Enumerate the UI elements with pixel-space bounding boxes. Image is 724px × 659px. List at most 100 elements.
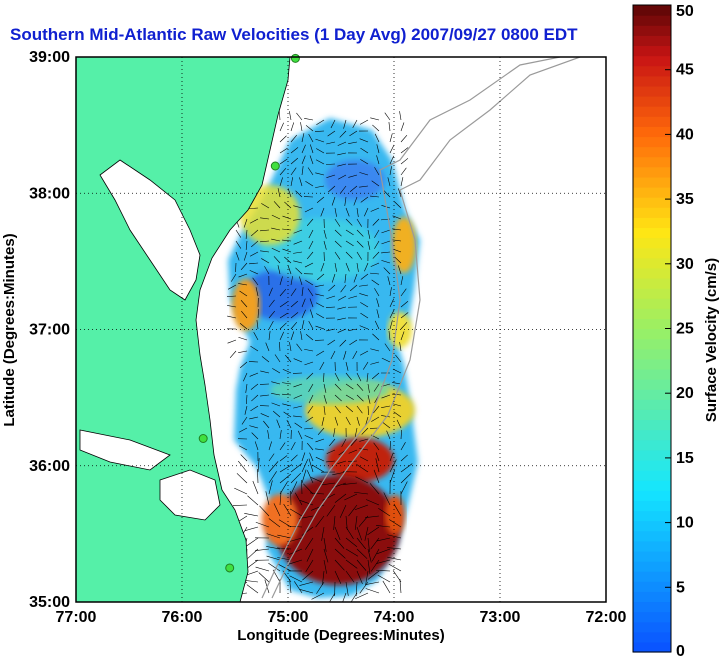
velocity-arrow: [315, 138, 325, 143]
colorbar-segment: [633, 581, 671, 592]
velocity-arrow: [279, 288, 287, 297]
velocity-arrow: [293, 358, 303, 363]
velocity-arrow: [389, 459, 397, 473]
velocity-arrow: [381, 251, 391, 254]
velocity-arrow: [327, 339, 336, 346]
velocity-arrow: [345, 581, 349, 596]
velocity-arrow: [252, 277, 259, 286]
velocity-arrow: [326, 174, 336, 178]
velocity-arrow: [345, 394, 354, 400]
velocity-arrow: [365, 499, 380, 506]
colorbar-tick-label: 50: [676, 3, 694, 20]
velocity-arrow: [239, 323, 248, 330]
plot-frame: [75, 56, 607, 603]
velocity-arrow: [315, 438, 325, 443]
velocity-arrow: [250, 383, 259, 390]
velocity-arrow: [349, 130, 358, 137]
colorbar-segment: [633, 45, 671, 57]
velocity-arrow: [227, 315, 237, 319]
colorbar-segment: [633, 591, 671, 603]
velocity-arrow: [393, 411, 402, 418]
velocity-arrow: [309, 452, 314, 462]
velocity-arrow: [241, 310, 248, 319]
velocity-arrow: [356, 526, 363, 541]
velocity-arrow: [305, 334, 314, 341]
velocity-arrow: [356, 383, 364, 391]
velocity-arrow: [246, 394, 248, 404]
velocity-arrow: [371, 548, 380, 562]
velocity-arrow: [370, 272, 380, 275]
velocity-arrow: [370, 348, 380, 352]
velocity-arrow: [261, 356, 270, 363]
colorbar-segment: [633, 277, 671, 289]
velocity-arrow: [383, 492, 391, 506]
velocity-arrow: [381, 357, 391, 363]
velocity-arrow: [286, 419, 292, 429]
velocity-arrow: [374, 320, 380, 330]
velocity-arrow: [354, 427, 358, 437]
velocity-arrow: [354, 515, 358, 530]
velocity-arrow: [273, 256, 281, 264]
velocity-arrow: [371, 279, 380, 286]
velocity-arrow: [334, 405, 341, 414]
velocity-arrow: [348, 295, 358, 299]
velocity-arrow: [240, 300, 248, 308]
velocity-arrow: [333, 515, 336, 530]
velocity-arrow: [283, 503, 292, 517]
velocity-arrow: [268, 562, 281, 572]
colorbar-segment: [633, 116, 671, 127]
velocity-arrow: [345, 416, 351, 426]
velocity-arrow: [356, 416, 360, 426]
colorbar-tick-label: 45: [676, 62, 694, 79]
velocity-arrow: [337, 306, 347, 310]
velocity-arrow: [373, 383, 380, 392]
velocity-arrow: [271, 381, 281, 385]
velocity-arrow: [360, 196, 369, 203]
colorbar-segment: [633, 429, 671, 441]
velocity-arrow: [293, 251, 303, 254]
velocity-arrow: [376, 569, 391, 572]
colorbar-segment: [633, 389, 671, 400]
velocity-arrow: [381, 394, 391, 399]
velocity-arrow: [282, 248, 292, 253]
velocity-arrow: [244, 579, 259, 583]
velocity-arrow: [243, 218, 248, 228]
velocity-arrow: [388, 122, 391, 132]
velocity-arrow: [290, 331, 295, 341]
velocity-arrow: [236, 473, 248, 484]
colorbar-segment: [633, 166, 671, 178]
velocity-arrow: [277, 188, 281, 198]
velocity-arrow: [323, 559, 327, 574]
velocity-arrow: [339, 339, 347, 347]
station-marker: [270, 161, 280, 171]
velocity-arrow: [372, 251, 380, 259]
colorbar-segment: [633, 65, 671, 77]
velocity-arrow: [245, 229, 248, 239]
velocity-arrow: [381, 405, 391, 408]
velocity-arrow: [356, 240, 364, 248]
velocity-arrow: [310, 492, 325, 495]
velocity-arrow: [279, 442, 286, 451]
velocity-arrow: [300, 331, 303, 341]
velocity-arrow: [370, 207, 380, 212]
velocity-arrow: [360, 312, 369, 319]
velocity-arrow: [389, 298, 394, 308]
velocity-arrow: [326, 449, 336, 454]
velocity-arrow: [260, 217, 270, 220]
velocity-arrow: [308, 383, 314, 392]
colorbar-segment: [633, 459, 671, 471]
velocity-arrow: [345, 526, 354, 539]
colorbar-segment: [633, 470, 671, 481]
velocity-arrow: [400, 135, 408, 143]
velocity-arrow: [315, 172, 325, 176]
velocity-arrow: [279, 135, 287, 143]
velocity-arrow: [326, 295, 336, 300]
velocity-arrow: [290, 481, 298, 495]
velocity-arrow: [279, 473, 292, 484]
velocity-arrow: [359, 448, 369, 451]
velocity-arrow: [343, 350, 347, 360]
velocity-arrow: [345, 559, 358, 569]
velocity-arrow: [315, 325, 325, 330]
velocity-arrow: [293, 415, 303, 418]
velocity-arrow: [328, 284, 336, 292]
